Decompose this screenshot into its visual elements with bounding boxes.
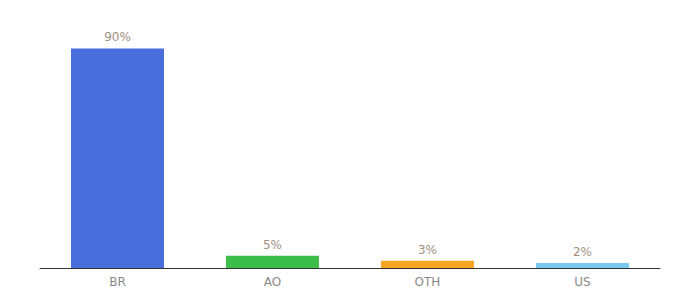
svg-text:2%: 2% [573,245,592,259]
svg-text:3%: 3% [418,243,437,257]
svg-text:5%: 5% [263,238,282,252]
svg-text:90%: 90% [104,30,131,44]
svg-text:BR: BR [109,275,126,289]
svg-text:OTH: OTH [415,275,441,289]
svg-text:AO: AO [264,275,281,289]
svg-text:US: US [574,275,590,289]
